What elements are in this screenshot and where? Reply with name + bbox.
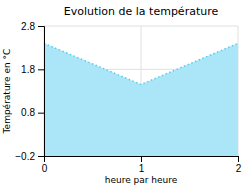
tick-mark [38,26,44,27]
marks [44,43,238,156]
tick-mark [38,113,44,114]
tick-label: 2 [236,163,242,174]
y-tick: 1.8 [21,64,44,75]
y-tick: −0.2 [15,151,44,162]
axis-line [38,27,45,157]
x-tick: 1 [139,156,145,174]
line [44,43,238,84]
x-tick: 0 [42,156,48,174]
tick-mark [238,156,239,162]
title: Evolution de la température [64,5,219,18]
tick-label: 1 [139,163,145,174]
area [44,43,238,156]
plot: 0 1 2 −0.2 0.8 1.8 2.8 [15,21,241,174]
tick-mark [38,156,44,157]
y-axis: −0.2 0.8 1.8 2.8 [15,21,44,162]
tick-label: 0 [42,163,48,174]
tick-label: 2.8 [21,21,35,32]
y-tick: 0.8 [21,107,44,118]
tick-mark [141,156,142,162]
x-label: heure par heure [105,175,178,185]
tick-label: 1.8 [21,64,35,75]
x-axis: 0 1 2 [42,156,242,174]
chart: 0 1 2 −0.2 0.8 1.8 2.8 Evolution de la températ… [0,0,250,188]
x-tick: 2 [236,156,242,174]
grid-line [44,26,238,27]
tick-mark [38,69,44,70]
y-tick: 2.8 [21,21,44,32]
grid [44,26,238,156]
tick-label: −0.2 [15,151,35,162]
tick-label: 0.8 [21,107,35,118]
axis-line [45,157,239,163]
y-label: Température en °C [2,49,12,135]
